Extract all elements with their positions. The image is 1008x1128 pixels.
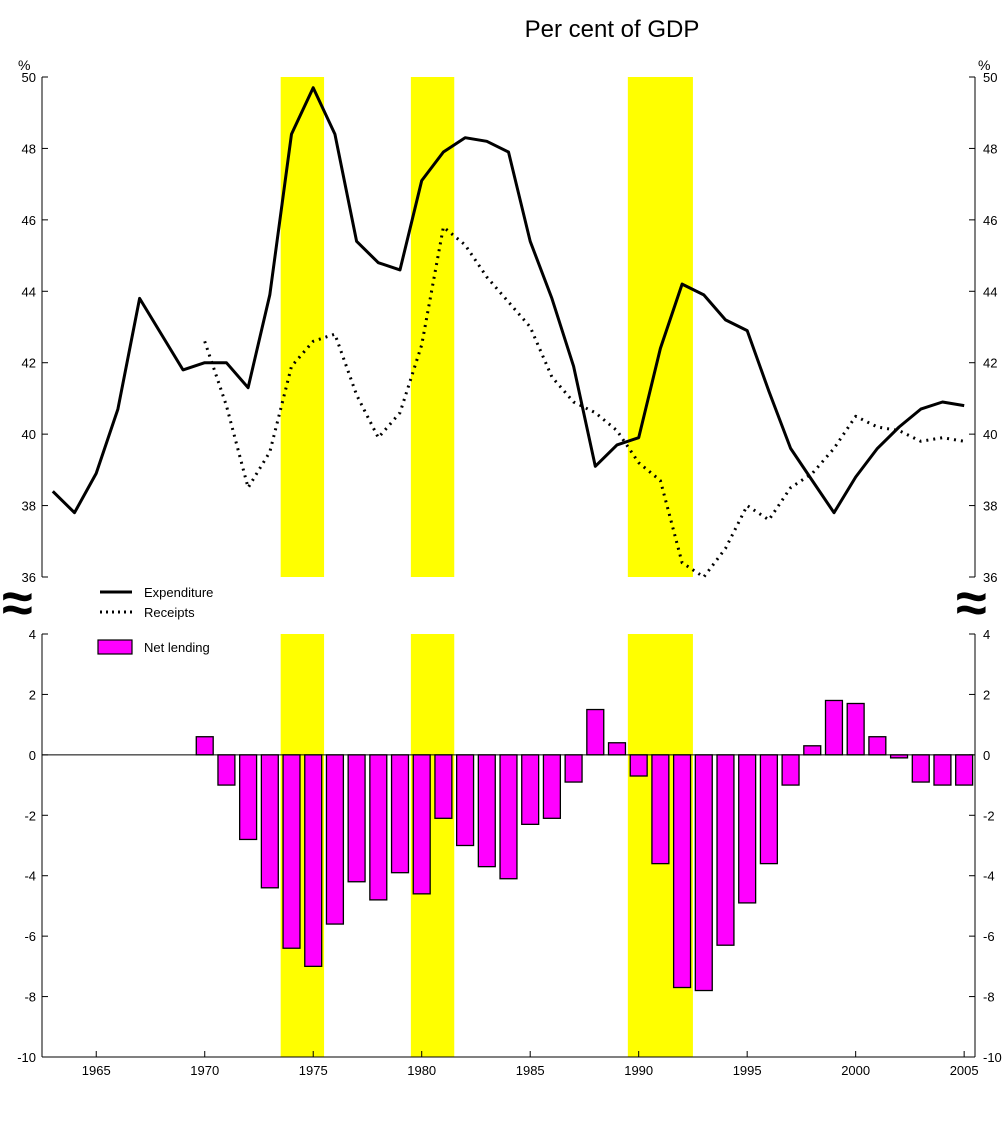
lower-tick-label-right-4: 4 xyxy=(983,627,990,642)
legend-expenditure-label: Expenditure xyxy=(144,585,213,600)
upper-tick-label-right-50: 50 xyxy=(983,70,997,85)
bar-1982 xyxy=(455,754,475,847)
bar-1971 xyxy=(217,754,236,786)
x-tick-label-1970: 1970 xyxy=(190,1063,219,1078)
chart-title: Per cent of GDP xyxy=(525,16,700,43)
lower-tick-label-left--8: -8 xyxy=(24,990,36,1005)
bar-1991 xyxy=(651,754,670,865)
upper-tick-label-right-42: 42 xyxy=(983,356,997,371)
x-tick-label-1995: 1995 xyxy=(733,1063,762,1078)
upper-tick-label-right-44: 44 xyxy=(983,284,997,299)
lower-tick-label-left--10: -10 xyxy=(17,1050,36,1065)
upper-tick-label-left-42: 42 xyxy=(22,356,36,371)
left-unit-label: % xyxy=(18,57,30,73)
upper-tick-label-left-50: 50 xyxy=(22,70,36,85)
upper-tick-label-left-46: 46 xyxy=(22,213,36,228)
bar-1986 xyxy=(542,754,562,819)
upper-tick-label-right-46: 46 xyxy=(983,213,997,228)
series-lines xyxy=(51,86,965,579)
shade-upper-2 xyxy=(627,77,693,577)
x-tick-label-1980: 1980 xyxy=(407,1063,436,1078)
shade-upper-0 xyxy=(280,77,325,577)
bar-1984 xyxy=(499,754,518,880)
lower-tick-label-right-0: 0 xyxy=(983,748,990,763)
lower-tick-label-right--2: -2 xyxy=(983,808,995,823)
shade-upper-1 xyxy=(410,77,455,577)
bar-2004 xyxy=(933,754,952,786)
upper-tick-label-left-40: 40 xyxy=(22,427,36,442)
bar-1985 xyxy=(521,754,540,825)
bar-1972 xyxy=(239,754,258,841)
bar-2001 xyxy=(868,736,887,756)
recession-shading xyxy=(280,77,693,1057)
line-expenditure xyxy=(51,86,965,515)
lower-tick-label-right--8: -8 xyxy=(983,990,995,1005)
bar-1989 xyxy=(607,742,627,756)
bar-1992 xyxy=(672,754,692,989)
upper-tick-label-left-44: 44 xyxy=(22,284,36,299)
lower-tick-label-right--6: -6 xyxy=(983,929,995,944)
legend-net-lending-label: Net lending xyxy=(144,640,210,655)
lower-tick-label-right-2: 2 xyxy=(983,687,990,702)
bar-1988 xyxy=(586,708,605,756)
x-tick-label-1985: 1985 xyxy=(516,1063,545,1078)
legend-receipts-label: Receipts xyxy=(144,605,195,620)
bar-1979 xyxy=(390,754,410,874)
legend-net-lending-swatch xyxy=(97,639,133,655)
bar-1993 xyxy=(694,754,713,992)
bar-1976 xyxy=(325,754,345,925)
upper-tick-label-left-38: 38 xyxy=(22,499,36,514)
bar-1999 xyxy=(824,699,844,756)
bar-2000 xyxy=(846,702,865,756)
lower-tick-label-right--4: -4 xyxy=(983,869,995,884)
bar-1997 xyxy=(781,754,800,786)
axes xyxy=(41,76,976,1058)
bar-2003 xyxy=(911,754,930,783)
right-unit-label: % xyxy=(978,57,990,73)
bar-1975 xyxy=(304,754,323,968)
lower-tick-label-left-2: 2 xyxy=(29,687,36,702)
bar-1977 xyxy=(347,754,366,883)
lower-tick-label-left--6: -6 xyxy=(24,929,36,944)
axis-break-right-icon: ≈ xyxy=(956,571,987,634)
bar-1981 xyxy=(434,754,453,819)
lower-tick-label-left--4: -4 xyxy=(24,869,36,884)
bar-2005 xyxy=(955,754,974,786)
upper-tick-label-left-36: 36 xyxy=(22,570,36,585)
net-lending-bars xyxy=(195,699,974,992)
x-tick-label-1965: 1965 xyxy=(82,1063,111,1078)
x-tick-label-2000: 2000 xyxy=(841,1063,870,1078)
upper-tick-label-right-38: 38 xyxy=(983,499,997,514)
upper-tick-label-right-48: 48 xyxy=(983,141,997,156)
lower-tick-label-left--2: -2 xyxy=(24,808,36,823)
bar-1996 xyxy=(759,754,778,865)
x-tick-label-1990: 1990 xyxy=(624,1063,653,1078)
bar-1978 xyxy=(369,754,388,901)
legend: Expenditure Receipts Net lending xyxy=(97,585,213,655)
upper-tick-label-right-36: 36 xyxy=(983,570,997,585)
bar-1994 xyxy=(716,754,735,946)
bar-1995 xyxy=(738,754,757,904)
bar-1987 xyxy=(564,754,583,783)
bar-1980 xyxy=(412,754,431,895)
lower-tick-label-left-4: 4 xyxy=(29,627,36,642)
lower-tick-label-right--10: -10 xyxy=(983,1050,1002,1065)
lower-tick-label-left-0: 0 xyxy=(29,748,36,763)
upper-tick-label-right-40: 40 xyxy=(983,427,997,442)
x-tick-label-1975: 1975 xyxy=(299,1063,328,1078)
axis-break-left-icon: ≈ xyxy=(2,571,33,634)
x-tick-label-2005: 2005 xyxy=(950,1063,979,1078)
bar-1973 xyxy=(260,754,279,889)
bar-1998 xyxy=(803,745,822,756)
upper-tick-label-left-48: 48 xyxy=(22,141,36,156)
bar-1974 xyxy=(282,754,301,949)
bar-1983 xyxy=(477,754,496,868)
bar-1990 xyxy=(629,754,648,777)
bar-1970 xyxy=(195,736,214,756)
